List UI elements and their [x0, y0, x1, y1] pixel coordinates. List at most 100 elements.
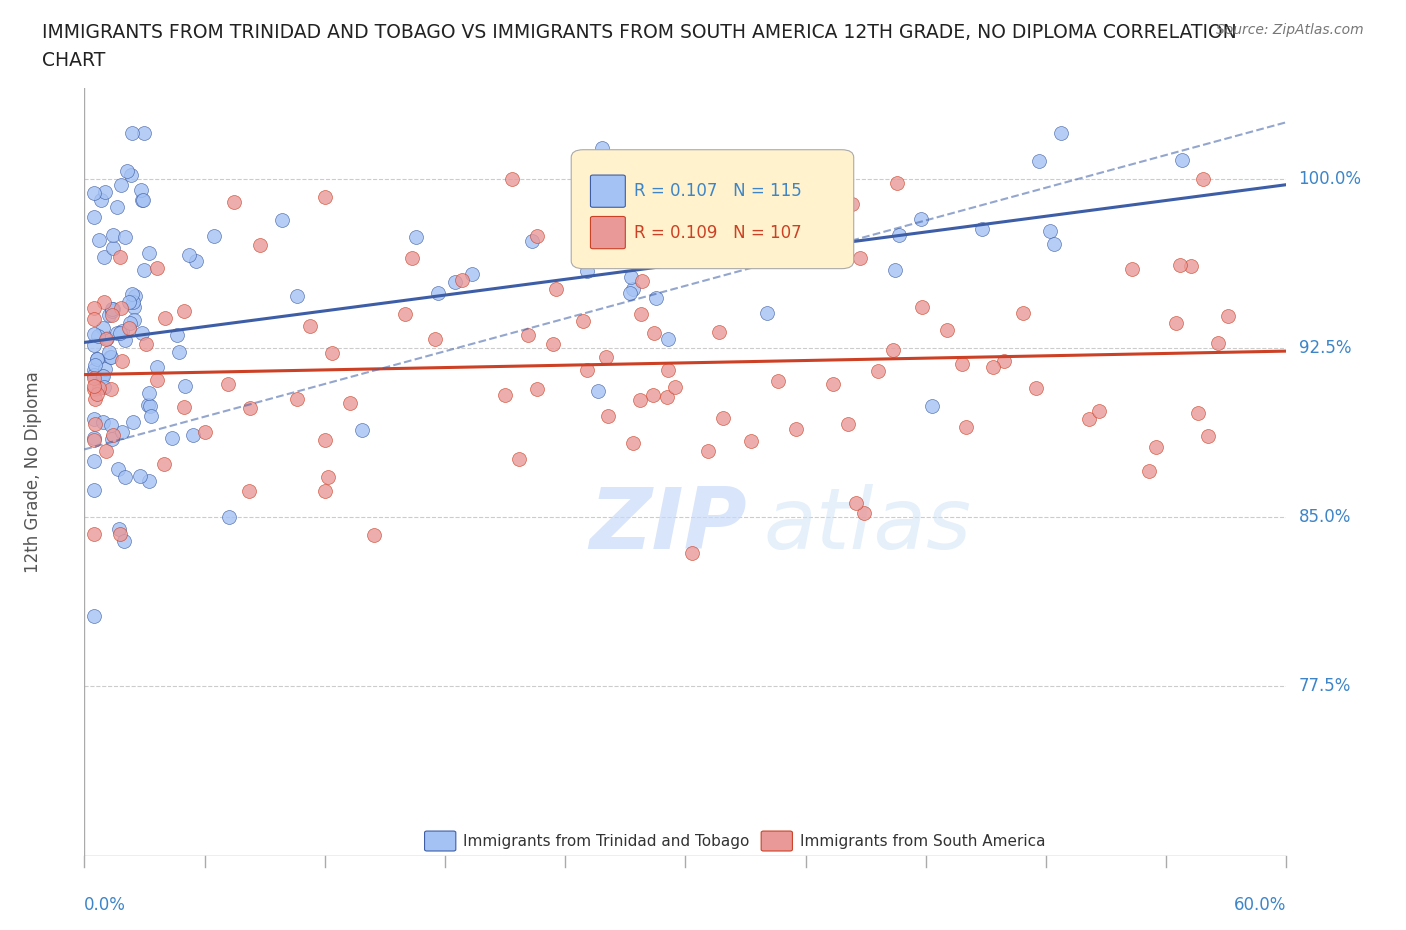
Point [135, 336, 157, 351]
Point [100, 418, 122, 432]
Point [120, 168, 142, 183]
Point [145, 360, 167, 375]
Point [138, 246, 160, 260]
Point [1191, 171, 1213, 186]
Text: atlas: atlas [763, 485, 972, 567]
Point [181, 428, 204, 443]
Point [129, 183, 152, 198]
Point [91, 414, 114, 429]
Point [450, 272, 472, 287]
Point [101, 227, 124, 242]
Point [83, 368, 105, 383]
Point [848, 250, 870, 265]
Point [108, 526, 131, 541]
Point [740, 433, 762, 448]
Point [866, 364, 889, 379]
Point [83, 411, 105, 426]
FancyBboxPatch shape [591, 175, 626, 207]
Point [444, 274, 467, 289]
Point [110, 249, 132, 264]
Point [93, 249, 115, 264]
Point [138, 385, 160, 400]
Text: CHART: CHART [42, 51, 105, 70]
Point [238, 484, 260, 498]
Point [132, 262, 155, 277]
Point [114, 230, 136, 245]
Point [785, 421, 807, 436]
Point [83, 338, 105, 352]
Point [595, 350, 617, 365]
Point [111, 324, 134, 339]
Point [111, 424, 134, 439]
Text: 77.5%: 77.5% [1299, 677, 1351, 696]
Point [167, 345, 190, 360]
Text: ZIP: ZIP [589, 485, 747, 567]
Point [202, 228, 225, 243]
Point [316, 469, 339, 484]
Point [139, 399, 162, 414]
Text: 100.0%: 100.0% [1299, 169, 1361, 188]
Point [94, 185, 117, 200]
Point [664, 379, 686, 394]
Point [98, 350, 121, 365]
Point [661, 241, 683, 256]
Point [1043, 237, 1066, 252]
Point [1028, 153, 1050, 168]
Point [339, 395, 361, 410]
Point [883, 263, 905, 278]
Point [166, 327, 188, 342]
Text: Source: ZipAtlas.com: Source: ZipAtlas.com [1216, 23, 1364, 37]
Point [993, 353, 1015, 368]
Point [83, 363, 105, 378]
Text: Immigrants from Trinidad and Tobago: Immigrants from Trinidad and Tobago [463, 833, 749, 848]
Point [101, 307, 124, 322]
Point [841, 197, 863, 212]
Point [174, 379, 197, 393]
Point [249, 238, 271, 253]
Point [575, 363, 598, 378]
Point [571, 313, 593, 328]
Point [1218, 309, 1240, 324]
Point [837, 417, 859, 432]
Point [136, 397, 159, 412]
Point [696, 444, 718, 458]
Point [93, 321, 115, 336]
Point [83, 453, 105, 468]
Point [1039, 224, 1062, 239]
Point [598, 409, 620, 424]
Point [96, 330, 118, 345]
Point [910, 211, 932, 226]
Text: R = 0.107   N = 115: R = 0.107 N = 115 [634, 182, 801, 200]
Point [921, 399, 943, 414]
Point [936, 323, 959, 338]
Point [153, 457, 176, 472]
Point [886, 176, 908, 191]
Point [146, 372, 169, 387]
Point [955, 419, 977, 434]
Point [83, 381, 105, 396]
Point [141, 409, 163, 424]
Point [87, 380, 110, 395]
Point [1050, 126, 1073, 141]
Point [285, 288, 308, 303]
Point [981, 360, 1004, 375]
Point [101, 432, 124, 446]
Point [87, 232, 110, 247]
Point [620, 270, 643, 285]
Point [314, 484, 336, 498]
Point [1012, 305, 1035, 320]
Point [114, 333, 136, 348]
Point [91, 368, 114, 383]
Point [681, 546, 703, 561]
Point [790, 157, 813, 172]
Point [707, 325, 730, 339]
Point [824, 219, 846, 233]
Point [1168, 258, 1191, 272]
Point [83, 209, 105, 224]
Text: 60.0%: 60.0% [1234, 897, 1286, 914]
Point [501, 171, 523, 186]
Point [122, 312, 145, 327]
Point [882, 342, 904, 357]
Point [1187, 406, 1209, 421]
Point [887, 228, 910, 243]
